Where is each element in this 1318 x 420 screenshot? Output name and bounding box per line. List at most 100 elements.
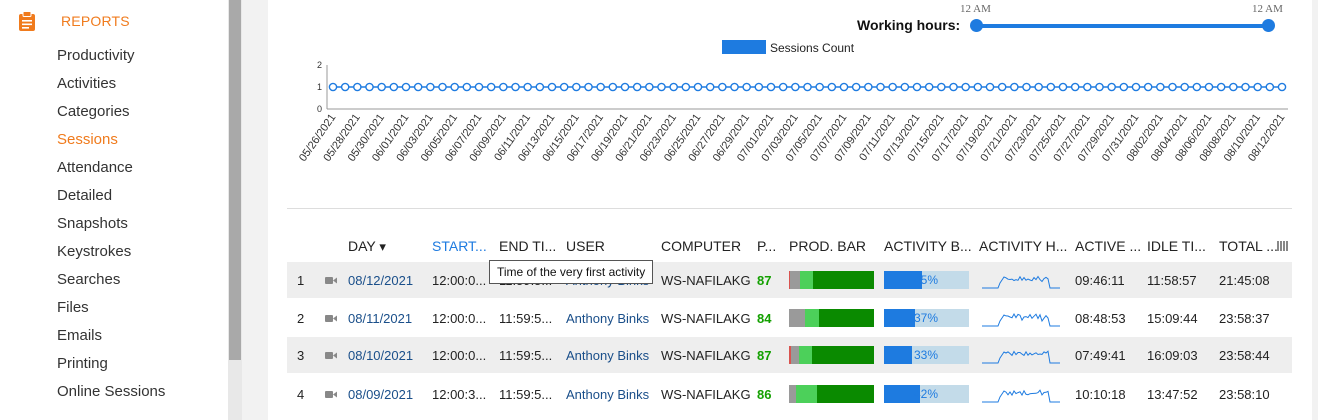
data-point[interactable] (438, 82, 447, 92)
data-point[interactable] (584, 82, 593, 92)
data-point[interactable] (413, 82, 423, 92)
sidebar-item-categories[interactable]: Categories (57, 103, 130, 120)
table-row[interactable]: 2 08/11/2021 12:00:0... 11:59:5... Anthony B… (287, 300, 1292, 336)
data-point[interactable] (1180, 82, 1189, 92)
data-point[interactable] (754, 82, 764, 92)
column-header-2[interactable]: END TI... (499, 238, 556, 254)
data-point[interactable] (572, 82, 581, 92)
data-point[interactable] (924, 82, 934, 92)
sidebar-item-sessions[interactable]: Sessions (57, 131, 118, 148)
data-point[interactable] (1034, 82, 1043, 92)
column-header-1[interactable]: START... (432, 238, 487, 254)
data-point[interactable] (912, 82, 922, 92)
data-point[interactable] (620, 82, 630, 92)
data-point[interactable] (864, 82, 873, 92)
data-point[interactable] (973, 82, 983, 92)
working-hours-start-handle[interactable] (970, 19, 983, 32)
scrollbar-thumb[interactable] (229, 0, 241, 360)
video-icon[interactable] (325, 314, 337, 323)
data-point[interactable] (1156, 82, 1165, 92)
data-point[interactable] (340, 82, 350, 92)
data-point[interactable] (961, 82, 970, 92)
data-point[interactable] (851, 82, 861, 92)
working-hours-slider-track[interactable] (976, 24, 1268, 28)
user-link[interactable]: Anthony Binks (566, 311, 650, 326)
data-point[interactable] (937, 82, 946, 92)
table-row[interactable]: 3 08/10/2021 12:00:0... 11:59:5... Anthony B… (287, 337, 1292, 373)
data-point[interactable] (389, 82, 399, 92)
column-header-9[interactable]: ACTIVE ... (1075, 238, 1141, 254)
column-header-11[interactable]: TOTAL ... (1219, 238, 1278, 254)
data-point[interactable] (1168, 82, 1177, 92)
data-point[interactable] (766, 82, 776, 92)
data-point[interactable] (559, 82, 569, 92)
data-point[interactable] (718, 82, 727, 92)
sidebar-item-files[interactable]: Files (57, 299, 89, 316)
data-point[interactable] (474, 82, 484, 92)
column-header-10[interactable]: IDLE TI... (1147, 238, 1206, 254)
data-point[interactable] (547, 82, 557, 92)
data-point[interactable] (815, 82, 824, 92)
data-point[interactable] (377, 82, 386, 92)
data-point[interactable] (1143, 82, 1153, 92)
data-point[interactable] (730, 82, 739, 92)
sidebar-item-online-sessions[interactable]: Online Sessions (57, 383, 166, 400)
column-header-5[interactable]: P... (757, 238, 776, 254)
data-point[interactable] (1010, 82, 1019, 92)
data-point[interactable] (401, 82, 411, 92)
data-point[interactable] (669, 82, 678, 92)
data-point[interactable] (1204, 82, 1214, 92)
data-point[interactable] (985, 82, 995, 92)
data-point[interactable] (1131, 82, 1141, 92)
data-point[interactable] (693, 82, 703, 92)
column-header-6[interactable]: PROD. BAR (789, 238, 866, 254)
column-header-0[interactable]: DAY ▾ (348, 238, 386, 255)
data-point[interactable] (1192, 82, 1202, 92)
reports-header[interactable]: REPORTS (18, 10, 130, 32)
day-link[interactable]: 08/09/2021 (348, 387, 414, 402)
video-icon[interactable] (325, 351, 337, 360)
sidebar-item-attendance[interactable]: Attendance (57, 159, 133, 176)
sidebar-item-detailed[interactable]: Detailed (57, 187, 113, 204)
day-link[interactable]: 08/11/2021 (348, 311, 413, 326)
data-point[interactable] (839, 82, 849, 92)
data-point[interactable] (486, 82, 496, 92)
data-point[interactable] (997, 82, 1007, 92)
data-point[interactable] (462, 82, 472, 92)
data-point[interactable] (1229, 82, 1238, 92)
data-point[interactable] (949, 82, 958, 92)
data-point[interactable] (596, 82, 605, 92)
data-point[interactable] (328, 82, 338, 92)
sidebar-item-keystrokes[interactable]: Keystrokes (57, 243, 132, 260)
data-point[interactable] (1058, 82, 1068, 92)
data-point[interactable] (608, 82, 618, 92)
data-point[interactable] (657, 82, 666, 92)
column-chooser-icon[interactable] (1277, 241, 1289, 251)
data-point[interactable] (523, 82, 532, 92)
working-hours-end-handle[interactable] (1262, 19, 1275, 32)
sidebar-item-activities[interactable]: Activities (57, 75, 117, 92)
data-point[interactable] (803, 82, 812, 92)
data-point[interactable] (1119, 82, 1129, 92)
data-point[interactable] (1265, 82, 1275, 92)
data-point[interactable] (1216, 82, 1226, 92)
data-point[interactable] (1070, 82, 1080, 92)
video-icon[interactable] (325, 390, 337, 399)
sidebar-item-printing[interactable]: Printing (57, 355, 108, 372)
video-icon[interactable] (325, 276, 337, 285)
data-point[interactable] (353, 82, 362, 92)
data-point[interactable] (365, 82, 374, 92)
data-point[interactable] (681, 82, 691, 92)
data-point[interactable] (876, 82, 885, 92)
data-point[interactable] (1083, 82, 1092, 92)
data-point[interactable] (1046, 82, 1056, 92)
data-point[interactable] (827, 82, 837, 92)
column-header-4[interactable]: COMPUTER (661, 238, 741, 254)
data-point[interactable] (742, 82, 751, 92)
data-point[interactable] (1022, 82, 1031, 92)
data-point[interactable] (645, 82, 654, 92)
data-point[interactable] (1277, 82, 1287, 92)
data-point[interactable] (900, 82, 910, 92)
sidebar-item-searches[interactable]: Searches (57, 271, 121, 288)
